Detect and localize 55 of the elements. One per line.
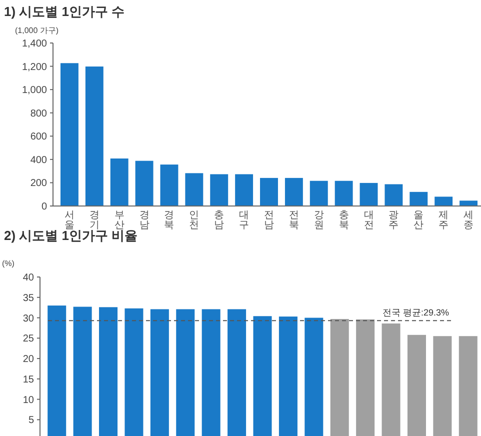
bar — [235, 174, 254, 206]
x-tick-label: 대구 — [239, 210, 250, 231]
x-tick-label: 세종 — [464, 210, 474, 231]
x-tick-label: 제주 — [438, 210, 449, 231]
bar — [85, 66, 104, 206]
x-tick-label: 충남 — [214, 210, 224, 231]
y-tick-label: 10 — [22, 394, 34, 406]
y-tick-label: 200 — [30, 178, 48, 190]
x-tick-label: 울산 — [414, 210, 424, 231]
y-tick-label: 1,200 — [22, 62, 48, 73]
bar — [310, 180, 328, 206]
x-tick-label: 인천 — [189, 210, 200, 231]
bar — [360, 182, 378, 206]
y-tick-label: 1,400 — [22, 38, 48, 50]
bar — [135, 160, 154, 206]
bar — [60, 63, 78, 206]
y-tick-label: 800 — [30, 108, 48, 120]
y-tick-label: 30 — [22, 313, 34, 324]
y-tick-label: 1,000 — [22, 85, 48, 96]
ref-line-label: 전국 평균:29.3% — [382, 308, 449, 318]
bar — [160, 164, 178, 206]
bar — [434, 196, 453, 206]
y-tick-label: 40 — [22, 272, 34, 284]
bar — [384, 184, 403, 206]
bar — [284, 178, 303, 206]
y-tick-label: 25 — [22, 334, 34, 345]
y-tick-label: 600 — [30, 132, 48, 143]
bar — [210, 174, 228, 206]
x-tick-label: 경북 — [164, 210, 174, 231]
y-axis-title: (%) — [2, 259, 15, 268]
chart-title: 2) 시도별 1인가구 비율 — [4, 228, 138, 243]
bar — [460, 200, 478, 206]
bar — [185, 173, 204, 206]
y-tick-label: 5 — [28, 415, 34, 426]
x-tick-label: 강원 — [314, 210, 324, 231]
x-tick-label: 충북 — [338, 210, 349, 231]
bar — [110, 158, 128, 206]
x-tick-label: 광주 — [388, 210, 399, 231]
x-tick-label: 경기 — [89, 210, 100, 231]
y-tick-label: 20 — [22, 354, 34, 366]
y-tick-label: 400 — [30, 154, 48, 166]
x-tick-label: 경남 — [139, 210, 150, 231]
x-tick-label: 부산 — [114, 210, 124, 231]
y-axis-title: (1,000 가구) — [15, 26, 59, 35]
bar — [260, 178, 278, 206]
y-tick-label: 35 — [22, 292, 34, 304]
bar — [410, 192, 428, 206]
bar — [334, 180, 353, 206]
y-tick-label: 15 — [22, 374, 34, 386]
x-tick-label: 전북 — [288, 210, 299, 231]
x-tick-label: 대전 — [364, 210, 374, 231]
x-tick-label: 전남 — [264, 210, 274, 231]
y-tick-label: 0 — [41, 202, 48, 212]
x-tick-label: 서울 — [64, 210, 74, 231]
chart-title: 1) 시도별 1인가구 수 — [4, 4, 125, 19]
